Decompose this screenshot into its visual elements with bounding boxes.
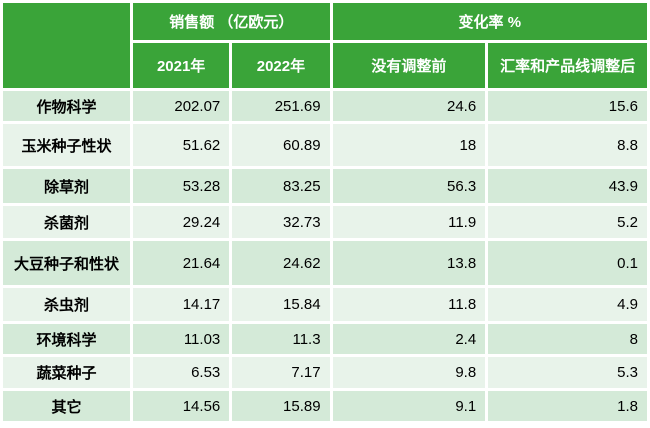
corner-cell <box>3 3 130 88</box>
cell-2021: 53.28 <box>133 169 230 203</box>
row-label: 除草剂 <box>3 169 130 203</box>
cell-before-adjust: 11.8 <box>332 288 486 321</box>
cell-before-adjust: 9.1 <box>332 391 486 421</box>
row-label: 环境科学 <box>3 324 130 354</box>
table-row: 大豆种子和性状 21.64 24.62 13.8 0.1 <box>3 241 647 285</box>
cell-2022: 83.25 <box>232 169 330 203</box>
cell-after-adjust: 1.8 <box>488 391 647 421</box>
cell-2022: 32.73 <box>232 206 330 238</box>
table-row: 其它 14.56 15.89 9.1 1.8 <box>3 391 647 421</box>
header-group-sales: 销售额 （亿欧元） <box>133 3 330 40</box>
row-label: 其它 <box>3 391 130 421</box>
cell-2021: 29.24 <box>133 206 230 238</box>
cell-before-adjust: 11.9 <box>332 206 486 238</box>
cell-after-adjust: 0.1 <box>488 241 647 285</box>
cell-before-adjust: 18 <box>332 124 486 166</box>
cell-before-adjust: 2.4 <box>332 324 486 354</box>
cell-2022: 7.17 <box>232 357 330 388</box>
row-label: 蔬菜种子 <box>3 357 130 388</box>
header-col-2021: 2021年 <box>133 43 230 88</box>
cell-before-adjust: 13.8 <box>332 241 486 285</box>
cell-2021: 11.03 <box>133 324 230 354</box>
cell-after-adjust: 8 <box>488 324 647 354</box>
cell-2022: 60.89 <box>232 124 330 166</box>
table-row: 玉米种子性状 51.62 60.89 18 8.8 <box>3 124 647 166</box>
cell-after-adjust: 4.9 <box>488 288 647 321</box>
cell-before-adjust: 24.6 <box>332 91 486 121</box>
cell-before-adjust: 56.3 <box>332 169 486 203</box>
table-row: 蔬菜种子 6.53 7.17 9.8 5.3 <box>3 357 647 388</box>
cell-after-adjust: 5.2 <box>488 206 647 238</box>
cell-2021: 21.64 <box>133 241 230 285</box>
table-row: 除草剂 53.28 83.25 56.3 43.9 <box>3 169 647 203</box>
cell-after-adjust: 5.3 <box>488 357 647 388</box>
row-label: 玉米种子性状 <box>3 124 130 166</box>
cell-after-adjust: 15.6 <box>488 91 647 121</box>
row-label: 大豆种子和性状 <box>3 241 130 285</box>
cell-2022: 15.89 <box>232 391 330 421</box>
table-row: 作物科学 202.07 251.69 24.6 15.6 <box>3 91 647 121</box>
row-label: 作物科学 <box>3 91 130 121</box>
cell-2021: 6.53 <box>133 357 230 388</box>
header-group-change-rate: 变化率 % <box>332 3 647 40</box>
cell-after-adjust: 8.8 <box>488 124 647 166</box>
cell-2021: 14.56 <box>133 391 230 421</box>
cell-2021: 14.17 <box>133 288 230 321</box>
cell-2021: 51.62 <box>133 124 230 166</box>
cell-after-adjust: 43.9 <box>488 169 647 203</box>
cell-2022: 24.62 <box>232 241 330 285</box>
table-row: 环境科学 11.03 11.3 2.4 8 <box>3 324 647 354</box>
table-row: 杀虫剂 14.17 15.84 11.8 4.9 <box>3 288 647 321</box>
table-row: 杀菌剂 29.24 32.73 11.9 5.2 <box>3 206 647 238</box>
header-col-before-adjust: 没有调整前 <box>332 43 486 88</box>
row-label: 杀虫剂 <box>3 288 130 321</box>
header-col-2022: 2022年 <box>232 43 330 88</box>
row-label: 杀菌剂 <box>3 206 130 238</box>
cell-2022: 15.84 <box>232 288 330 321</box>
cell-before-adjust: 9.8 <box>332 357 486 388</box>
cell-2022: 251.69 <box>232 91 330 121</box>
cell-2021: 202.07 <box>133 91 230 121</box>
header-col-after-adjust: 汇率和产品线调整后 <box>488 43 647 88</box>
cell-2022: 11.3 <box>232 324 330 354</box>
